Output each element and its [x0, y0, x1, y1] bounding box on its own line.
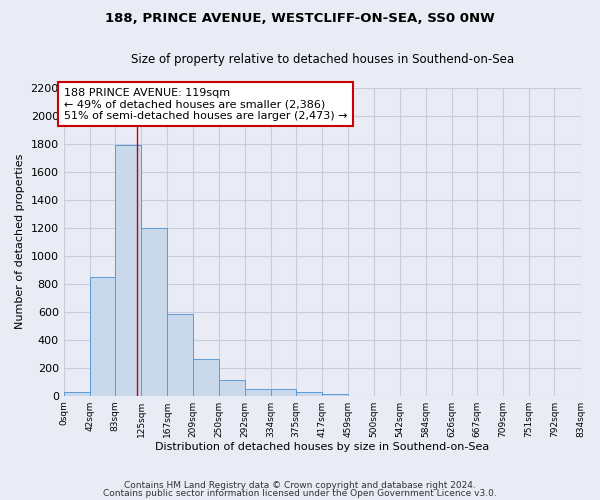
Text: 188 PRINCE AVENUE: 119sqm
← 49% of detached houses are smaller (2,386)
51% of se: 188 PRINCE AVENUE: 119sqm ← 49% of detac… — [64, 88, 347, 120]
Bar — [89, 278, 115, 396]
Bar — [322, 394, 348, 396]
Bar — [115, 145, 141, 396]
Text: Contains public sector information licensed under the Open Government Licence v3: Contains public sector information licen… — [103, 488, 497, 498]
Bar — [296, 392, 322, 396]
Bar — [245, 388, 271, 396]
X-axis label: Distribution of detached houses by size in Southend-on-Sea: Distribution of detached houses by size … — [155, 442, 489, 452]
Bar — [141, 228, 167, 396]
Text: 188, PRINCE AVENUE, WESTCLIFF-ON-SEA, SS0 0NW: 188, PRINCE AVENUE, WESTCLIFF-ON-SEA, SS… — [105, 12, 495, 26]
Bar — [64, 392, 89, 396]
Bar — [218, 380, 245, 396]
Y-axis label: Number of detached properties: Number of detached properties — [15, 154, 25, 330]
Bar — [167, 314, 193, 396]
Bar — [271, 390, 296, 396]
Title: Size of property relative to detached houses in Southend-on-Sea: Size of property relative to detached ho… — [131, 52, 514, 66]
Bar — [193, 360, 218, 396]
Text: Contains HM Land Registry data © Crown copyright and database right 2024.: Contains HM Land Registry data © Crown c… — [124, 481, 476, 490]
